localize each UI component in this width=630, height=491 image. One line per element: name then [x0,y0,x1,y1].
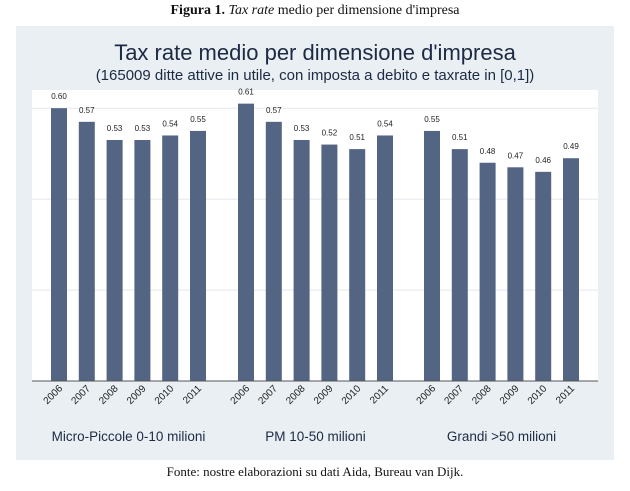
bar [507,167,524,381]
data-label: 0.54 [162,119,178,128]
bar [238,103,254,381]
data-label: 0.55 [190,115,206,124]
year-tick-label: 2010 [340,383,364,407]
bar [451,149,468,381]
data-label: 0.49 [563,142,579,151]
year-tick-label: 2009 [498,383,522,407]
bar [535,171,552,381]
year-tick-label: 2011 [181,383,204,406]
data-label: 0.46 [535,156,551,165]
year-tick-label: 2011 [554,383,577,406]
data-label: 0.51 [452,133,468,142]
data-label: 0.52 [322,129,338,138]
source-note: Fonte: nostre elaborazioni su dati Aida,… [166,464,464,479]
year-tick-label: 2010 [526,383,550,407]
bar [424,130,440,381]
year-tick-label: 2007 [69,383,93,407]
bar [349,149,366,381]
year-tick-label: 2006 [42,383,66,407]
bar [51,108,67,381]
bar [78,121,95,381]
data-label: 0.51 [349,133,365,142]
caption-italic: Tax rate [228,3,275,18]
bar [377,135,393,381]
data-label: 0.54 [377,119,393,128]
group-label: PM 10-50 milioni [265,429,366,444]
data-label: 0.53 [135,124,151,133]
data-label: 0.61 [238,88,254,97]
bar [293,140,310,381]
caption-prefix: Figura 1. [170,3,225,18]
year-tick-label: 2006 [229,383,253,407]
bar [190,130,206,381]
year-tick-label: 2007 [256,383,280,407]
data-label: 0.53 [294,124,310,133]
bar [479,162,496,381]
plot-area [32,90,598,381]
chart-title: Tax rate medio per dimensione d'impresa [114,40,516,65]
data-label: 0.57 [266,106,282,115]
year-tick-label: 2007 [442,383,466,407]
bar [162,135,179,381]
year-tick-label: 2008 [470,383,494,407]
figure-caption: Figura 1. Tax rate medio per dimensione … [0,3,630,19]
data-label: 0.57 [79,106,95,115]
bar [321,144,338,381]
bar [265,121,282,381]
chart-subtitle: (165009 ditte attive in utile, con impos… [95,67,535,84]
bar [563,158,579,381]
data-label: 0.60 [51,92,67,101]
year-tick-label: 2010 [153,383,177,407]
bar [106,140,123,381]
year-tick-label: 2006 [415,383,439,407]
group-label: Grandi >50 milioni [447,429,556,444]
data-label: 0.53 [107,124,123,133]
caption-rest: medio per dimensione d'impresa [277,3,460,18]
data-label: 0.55 [424,115,440,124]
year-tick-label: 2011 [368,383,391,406]
bar [134,140,151,381]
year-tick-label: 2009 [312,383,336,407]
year-tick-label: 2008 [97,383,121,407]
year-tick-label: 2008 [284,383,308,407]
data-label: 0.47 [508,151,524,160]
data-label: 0.48 [480,147,496,156]
year-tick-label: 2009 [125,383,149,407]
group-label: Micro-Piccole 0-10 milioni [52,429,206,444]
